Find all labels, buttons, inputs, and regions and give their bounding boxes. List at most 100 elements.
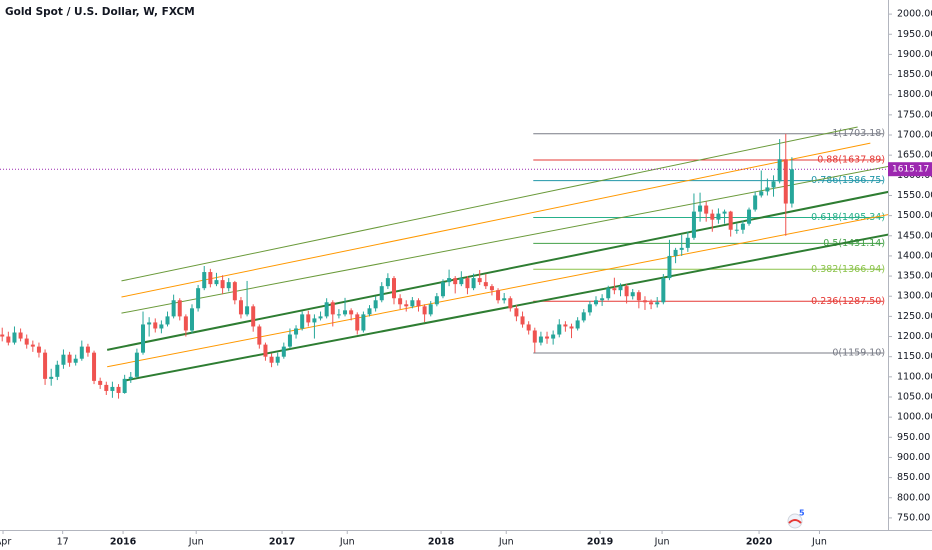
candle-body bbox=[275, 356, 280, 363]
candle-body bbox=[110, 386, 115, 391]
candle-body bbox=[245, 306, 250, 315]
y-tick-label: 1400.00 bbox=[897, 250, 932, 261]
candle-body bbox=[477, 278, 482, 283]
trend-line bbox=[106, 190, 888, 351]
candle-body bbox=[104, 384, 109, 391]
candle-body bbox=[563, 324, 568, 327]
candle-body bbox=[404, 304, 409, 307]
y-tick-label: 1100.00 bbox=[897, 371, 932, 382]
candle-body bbox=[569, 326, 574, 329]
candle-body bbox=[753, 195, 758, 210]
y-tick-label: 750.00 bbox=[897, 512, 930, 523]
x-tick-label: Jun bbox=[188, 537, 204, 548]
candle-body bbox=[606, 288, 611, 299]
candle-body bbox=[649, 302, 654, 305]
candle-body bbox=[281, 346, 286, 357]
x-tick-label: 17 bbox=[57, 537, 69, 548]
x-tick-label: 2018 bbox=[428, 537, 455, 548]
candle-body bbox=[716, 213, 721, 220]
candle-body bbox=[330, 302, 335, 315]
x-tick-label: Jun bbox=[654, 537, 670, 548]
y-tick-label: 1550.00 bbox=[897, 190, 932, 201]
candle-body bbox=[661, 278, 666, 303]
candle-body bbox=[24, 338, 29, 345]
candle-body bbox=[502, 298, 507, 301]
candle-body bbox=[18, 332, 23, 339]
badge-icon-arc bbox=[788, 519, 802, 524]
candle-body bbox=[465, 278, 470, 289]
candle-body bbox=[783, 159, 788, 204]
candle-body bbox=[453, 278, 458, 285]
candle-body bbox=[300, 314, 305, 329]
candle-body bbox=[575, 320, 580, 329]
candle-body bbox=[691, 211, 696, 238]
candle-body bbox=[6, 336, 11, 343]
candle-body bbox=[771, 181, 776, 188]
candle-body bbox=[747, 209, 752, 224]
x-tick-label: 2017 bbox=[269, 537, 295, 548]
candle-body bbox=[79, 346, 84, 359]
x-tick-label: 2019 bbox=[587, 537, 613, 548]
x-tick-label: 2020 bbox=[746, 537, 773, 548]
candle-body bbox=[459, 278, 464, 285]
candle-body bbox=[336, 314, 341, 316]
candle-body bbox=[312, 318, 317, 323]
trend-line bbox=[121, 142, 871, 298]
candle-body bbox=[551, 334, 556, 339]
candle-body bbox=[630, 292, 635, 297]
candle-body bbox=[12, 332, 17, 343]
candle-body bbox=[698, 205, 703, 212]
candle-body bbox=[600, 298, 605, 301]
candle-body bbox=[226, 282, 231, 289]
y-tick-label: 1900.00 bbox=[897, 49, 932, 60]
candle-body bbox=[361, 314, 366, 331]
badge-count: 5 bbox=[799, 509, 805, 518]
candle-body bbox=[422, 306, 427, 315]
candle-body bbox=[202, 272, 207, 289]
candle-body bbox=[134, 352, 139, 377]
candle-body bbox=[740, 223, 745, 230]
candle-body bbox=[789, 169, 794, 204]
fib-label: 0.88(1637.89) bbox=[817, 155, 885, 166]
candle-body bbox=[398, 298, 403, 305]
candle-body bbox=[67, 354, 72, 363]
candle-body bbox=[594, 300, 599, 305]
fib-label: 0.786(1586.75) bbox=[811, 175, 885, 186]
candle-body bbox=[36, 346, 41, 353]
fib-label: 0(1159.10) bbox=[832, 348, 885, 359]
last-price-box bbox=[888, 162, 932, 177]
candle-body bbox=[520, 316, 525, 325]
candle-body bbox=[55, 364, 60, 377]
candle-body bbox=[483, 282, 488, 287]
candle-body bbox=[655, 302, 660, 305]
candle-body bbox=[92, 352, 97, 381]
candle-body bbox=[232, 282, 237, 301]
x-tick-label: Jun bbox=[811, 537, 827, 548]
x-tick-label: 2016 bbox=[110, 537, 137, 548]
candle-body bbox=[43, 352, 48, 379]
candle-body bbox=[391, 278, 396, 299]
candle-body bbox=[349, 310, 354, 315]
y-tick-label: 1850.00 bbox=[897, 69, 932, 80]
candle-body bbox=[294, 328, 299, 335]
candle-body bbox=[85, 346, 90, 353]
chart-title: Gold Spot / U.S. Dollar, W, FXCM bbox=[5, 6, 195, 18]
badge: 5 bbox=[787, 509, 805, 529]
candle-body bbox=[618, 286, 623, 291]
y-tick-label: 1650.00 bbox=[897, 150, 932, 161]
y-tick-label: 900.00 bbox=[897, 452, 930, 463]
y-tick-label: 950.00 bbox=[897, 432, 930, 443]
x-tick-label: Jun bbox=[339, 537, 355, 548]
y-tick-label: 800.00 bbox=[897, 492, 930, 503]
candle-body bbox=[263, 344, 268, 357]
candle-body bbox=[532, 330, 537, 343]
y-tick-label: 1700.00 bbox=[897, 130, 932, 141]
candle-body bbox=[208, 272, 213, 285]
candle-body bbox=[324, 302, 329, 317]
candle-body bbox=[189, 308, 194, 331]
candle-body bbox=[196, 288, 201, 309]
candle-body bbox=[673, 249, 678, 256]
candle-body bbox=[49, 376, 54, 379]
y-tick-label: 1750.00 bbox=[897, 109, 932, 120]
